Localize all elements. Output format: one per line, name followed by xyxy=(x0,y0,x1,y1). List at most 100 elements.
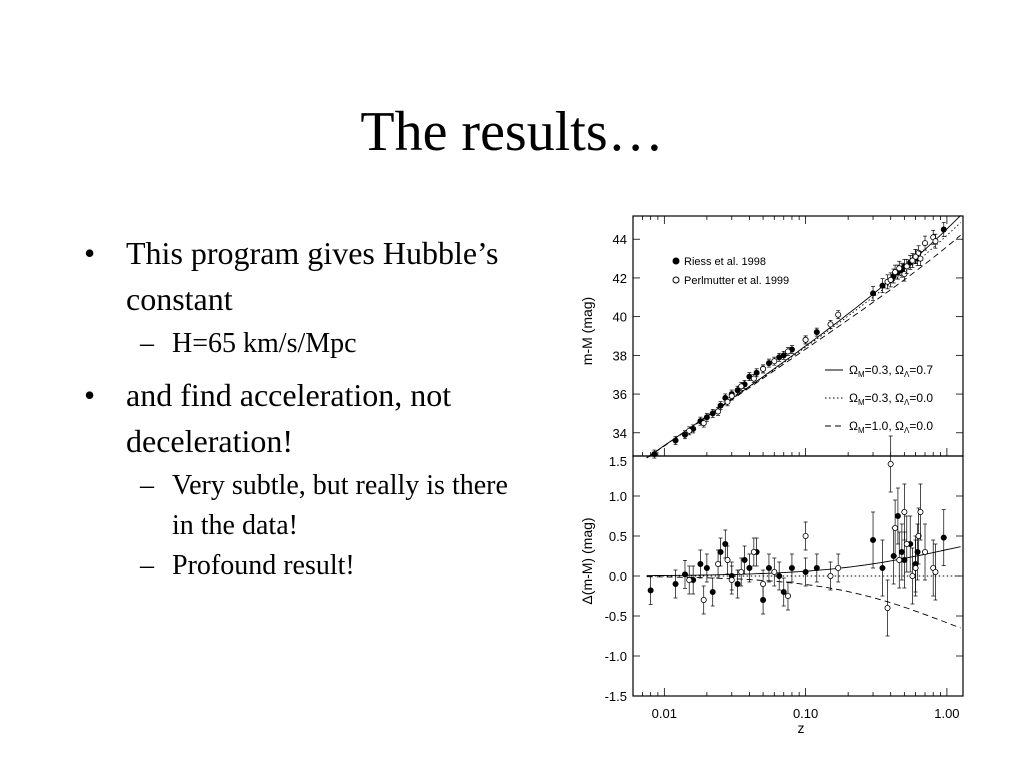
sub-bullet-text: Profound result! xyxy=(172,550,355,581)
y-tick-label: 42 xyxy=(613,271,627,286)
perlmutter-data-point xyxy=(896,265,903,272)
y-tick-label: -1.0 xyxy=(605,649,627,664)
sub-bullet-item: – Very subtle, but really is there in th… xyxy=(84,466,524,546)
perlmutter-data-point xyxy=(724,556,731,563)
perlmutter-data-point xyxy=(700,596,707,603)
bullet-marker: • xyxy=(84,235,96,271)
riess-data-point xyxy=(780,352,787,359)
riess-data-point xyxy=(813,329,820,336)
riess-data-point xyxy=(709,410,716,417)
riess-data-point xyxy=(672,580,679,587)
dash-marker: – xyxy=(140,328,154,359)
perlmutter-data-point xyxy=(827,321,834,328)
riess-data-point xyxy=(703,564,710,571)
perlmutter-data-point xyxy=(771,358,778,365)
perlmutter-data-point xyxy=(715,408,722,415)
riess-data-point xyxy=(788,564,795,571)
bullet-text: This program gives Hubble’s constant xyxy=(126,235,499,317)
perlmutter-data-point xyxy=(887,276,894,283)
slide-title: The results… xyxy=(360,101,664,163)
perlmutter-data-point xyxy=(912,253,919,260)
riess-data-point xyxy=(776,572,783,579)
perlmutter-data-point xyxy=(760,365,767,372)
perlmutter-data-point xyxy=(922,548,929,555)
perlmutter-data-point xyxy=(724,398,731,405)
perlmutter-data-point xyxy=(915,532,922,539)
perlmutter-data-point xyxy=(738,568,745,575)
legend-marker-riess xyxy=(672,257,680,265)
y-tick-label: 0.0 xyxy=(609,569,627,584)
x-tick-label: 0.01 xyxy=(652,706,677,721)
legend-marker-perlmutter xyxy=(672,276,680,284)
perlmutter-data-point xyxy=(896,556,903,563)
perlmutter-data-point xyxy=(917,508,924,515)
perlmutter-data-point xyxy=(884,604,891,611)
perlmutter-data-point xyxy=(728,576,735,583)
riess-data-point xyxy=(802,568,809,575)
perlmutter-data-point xyxy=(892,524,899,531)
perlmutter-data-point xyxy=(771,568,778,575)
perlmutter-data-point xyxy=(922,240,929,247)
riess-data-point xyxy=(651,451,658,458)
riess-data-point xyxy=(697,560,704,567)
riess-data-point xyxy=(901,556,908,563)
riess-data-point xyxy=(898,548,905,555)
riess-data-point xyxy=(741,556,748,563)
perlmutter-data-point xyxy=(835,564,842,571)
riess-data-point xyxy=(870,536,877,543)
riess-data-point xyxy=(940,226,947,233)
y-tick-label: -0.5 xyxy=(605,609,627,624)
perlmutter-data-point xyxy=(784,348,791,355)
riess-data-point xyxy=(703,414,710,421)
perlmutter-data-point xyxy=(715,560,722,567)
x-axis-label: z xyxy=(798,720,805,736)
x-tick-label: 0.10 xyxy=(793,706,818,721)
legend-label-model: ΩM=0.3, ΩΛ=0.0 xyxy=(849,391,933,407)
y-axis-label-top: m-M (mag) xyxy=(579,297,595,365)
riess-data-point xyxy=(709,588,716,595)
legend-label-perlmutter: Perlmutter et al. 1999 xyxy=(684,275,789,287)
perlmutter-data-point xyxy=(784,592,791,599)
y-tick-label: 0.5 xyxy=(609,529,627,544)
perlmutter-data-point xyxy=(700,420,707,427)
riess-data-point xyxy=(734,580,741,587)
legend-label-model: ΩM=1.0, ΩΛ=0.0 xyxy=(849,419,933,435)
riess-data-point xyxy=(672,437,679,444)
perlmutter-data-point xyxy=(903,540,910,547)
riess-data-point xyxy=(765,360,772,367)
y-tick-label: -1.5 xyxy=(605,689,627,704)
riess-data-point xyxy=(940,534,947,541)
riess-data-point xyxy=(894,512,901,519)
perlmutter-data-point xyxy=(802,532,809,539)
riess-data-point xyxy=(717,402,724,409)
riess-data-point xyxy=(870,290,877,297)
dash-marker: – xyxy=(140,470,154,501)
riess-data-point xyxy=(647,587,654,594)
y-tick-label: 34 xyxy=(613,426,627,441)
perlmutter-data-point xyxy=(932,238,939,245)
perlmutter-data-point xyxy=(912,564,919,571)
riess-data-point xyxy=(879,564,886,571)
y-tick-label: 38 xyxy=(613,348,627,363)
bullet-text: and find acceleration, not deceleration! xyxy=(126,377,452,459)
riess-data-point xyxy=(879,282,886,289)
legend-label-riess: Riess et al. 1998 xyxy=(684,256,766,268)
perlmutter-data-point xyxy=(750,548,757,555)
perlmutter-data-point xyxy=(760,580,767,587)
perlmutter-data-point xyxy=(903,263,910,270)
y-tick-label: 1.0 xyxy=(609,489,627,504)
riess-data-point xyxy=(746,564,753,571)
riess-data-point xyxy=(681,571,688,578)
perlmutter-data-point xyxy=(835,311,842,318)
riess-data-point xyxy=(722,540,729,547)
perlmutter-data-point xyxy=(909,257,916,264)
riess-data-point xyxy=(765,564,772,571)
sub-bullet-item: – H=65 km/s/Mpc xyxy=(84,324,524,364)
model-curve-residual xyxy=(646,576,961,629)
perlmutter-data-point xyxy=(802,336,809,343)
perlmutter-data-point xyxy=(909,572,916,579)
bullet-item: • This program gives Hubble’s constant xyxy=(84,230,524,322)
riess-data-point xyxy=(753,369,760,376)
sub-bullet-text: H=65 km/s/Mpc xyxy=(172,328,357,359)
riess-data-point xyxy=(681,431,688,438)
